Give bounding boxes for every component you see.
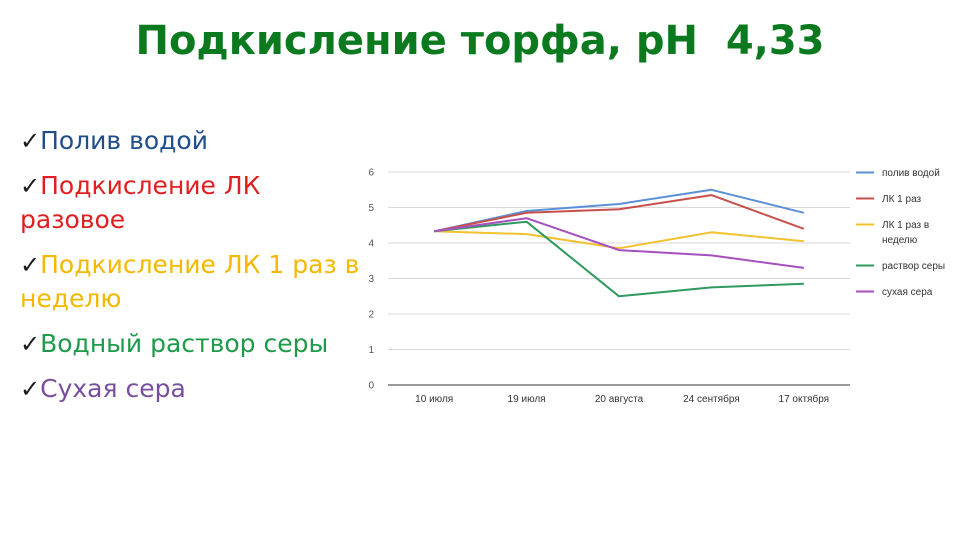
legend-label: сухая сера	[882, 287, 933, 298]
checkmark-icon: ✓	[20, 127, 41, 155]
bullet-list: ✓Полив водой ✓Подкисление ЛК разовое ✓По…	[20, 124, 360, 417]
series-line	[434, 220, 804, 298]
bullet-text: Сухая сера	[40, 374, 186, 403]
slide-title: Подкисление торфа, рН 4,33	[135, 18, 825, 64]
checkmark-icon: ✓	[20, 172, 41, 200]
bullet-item: ✓Подкисление ЛК 1 раз в неделю	[20, 248, 360, 316]
legend-label: раствор серы	[882, 261, 945, 272]
bullet-item: ✓Полив водой	[20, 124, 360, 158]
bullet-text: Водный раствор серы	[40, 329, 329, 358]
y-tick-label: 6	[368, 168, 374, 179]
y-tick-label: 0	[368, 381, 374, 392]
checkmark-icon: ✓	[20, 251, 41, 279]
bullet-text: Подкисление ЛК разовое	[20, 171, 261, 234]
y-tick-label: 4	[368, 239, 374, 250]
series-line	[434, 217, 804, 269]
legend-label: ЛК 1 раз в неделю	[882, 220, 929, 246]
bullet-text: Подкисление ЛК 1 раз в неделю	[20, 250, 360, 313]
series-line	[433, 188, 805, 233]
y-tick-label: 1	[368, 345, 374, 356]
x-tick-label: 19 июля	[508, 394, 546, 405]
bullet-item: ✓Водный раствор серы	[20, 327, 360, 361]
y-tick-label: 3	[368, 274, 374, 285]
checkmark-icon: ✓	[20, 375, 41, 403]
x-tick-label: 20 августа	[595, 394, 644, 405]
bullet-item: ✓Подкисление ЛК разовое	[20, 169, 360, 237]
y-tick-label: 2	[368, 310, 374, 321]
y-tick-label: 5	[368, 203, 374, 214]
bullet-item: ✓Сухая сера	[20, 372, 360, 406]
legend-label: ЛК 1 раз	[882, 194, 922, 205]
line-chart: 0 1 2 3 4 5 6 10 июля 19 июля 20 августа 24 сентяб…	[368, 168, 945, 406]
x-tick-label: 10 июля	[415, 394, 453, 405]
x-tick-label: 24 сентября	[683, 393, 740, 405]
x-tick-label: 17 октября	[779, 393, 830, 405]
series-line	[434, 230, 804, 250]
series-line	[434, 194, 805, 233]
checkmark-icon: ✓	[20, 330, 41, 358]
legend-label: полив водой	[882, 168, 940, 179]
bullet-text: Полив водой	[40, 126, 208, 155]
